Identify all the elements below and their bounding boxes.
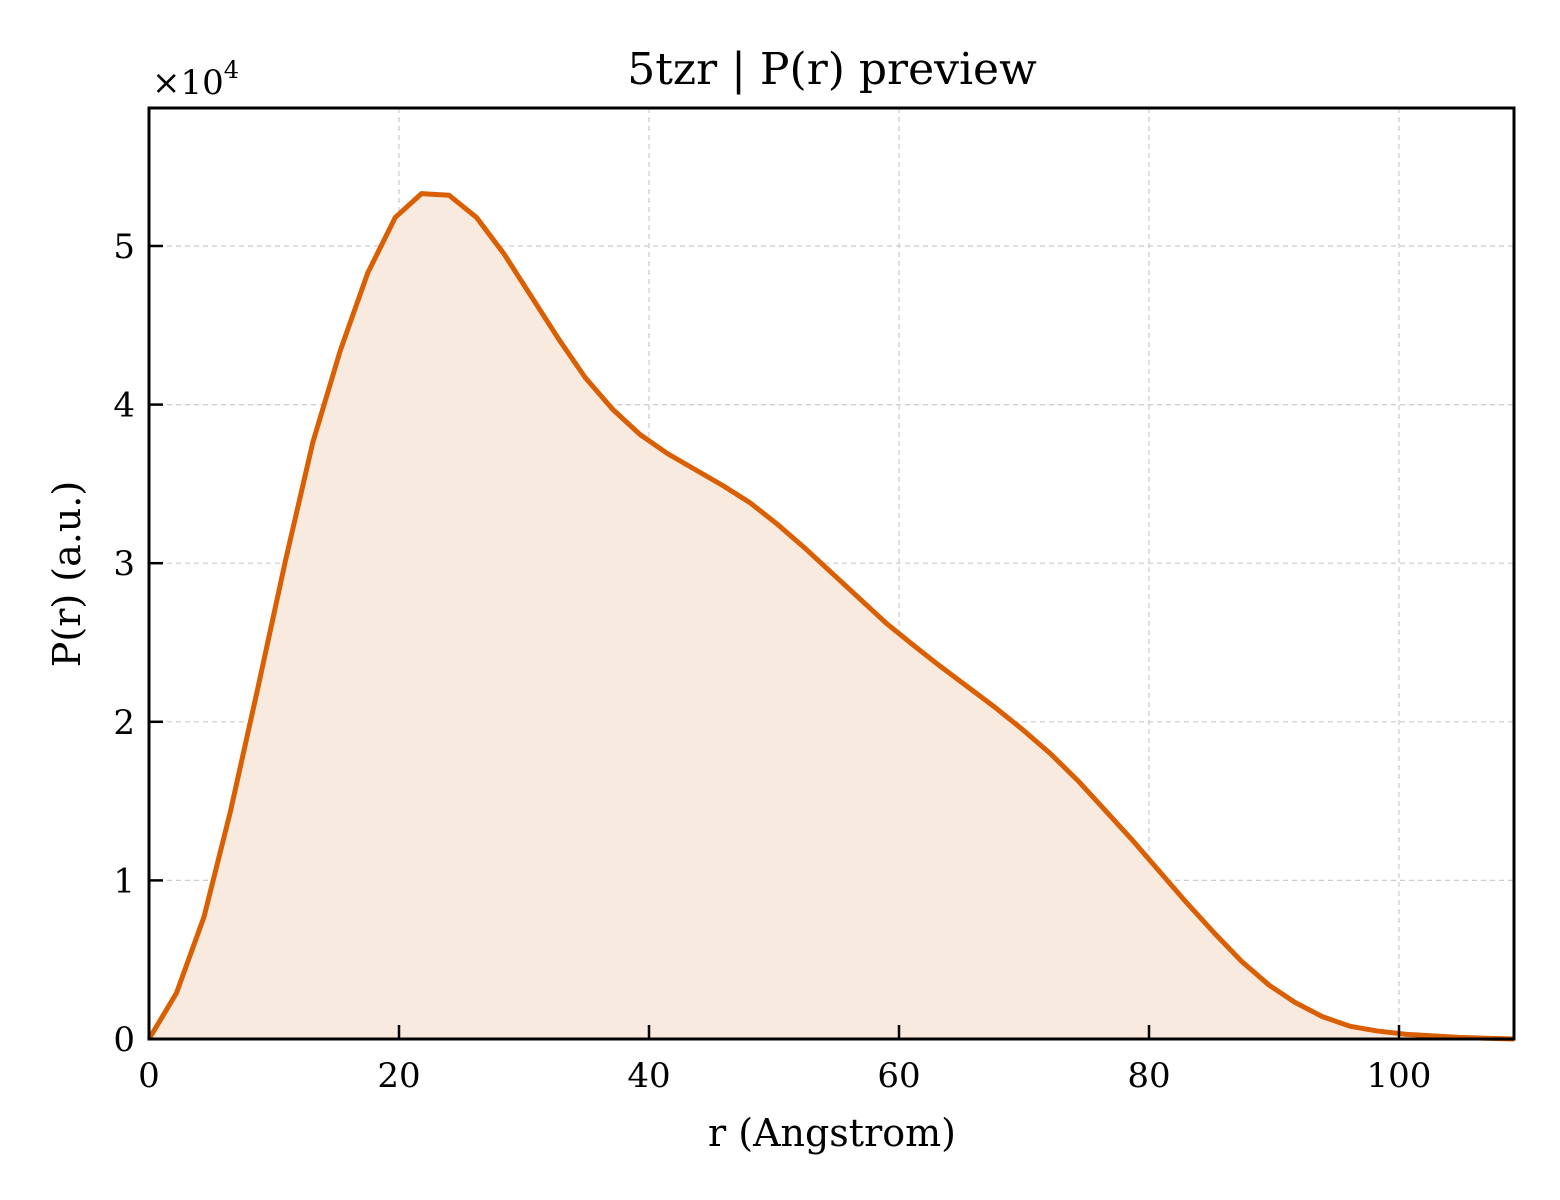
- y-tick-label: 3: [113, 544, 135, 584]
- x-tick-label: 20: [377, 1056, 420, 1096]
- x-axis-label: r (Angstrom): [708, 1111, 956, 1155]
- tick-labels-layer: 0 20 40 60 80 100 0 1 2 3 4 5: [113, 227, 1431, 1096]
- x-tick-label: 40: [627, 1056, 670, 1096]
- y-tick-label: 1: [113, 861, 135, 901]
- y-offset-base: ×10: [152, 63, 224, 103]
- y-axis-label: P(r) (a.u.): [45, 481, 89, 667]
- x-tick-label: 60: [877, 1056, 920, 1096]
- plot-frame: [147, 106, 1516, 1041]
- x-tick-label: 80: [1127, 1056, 1170, 1096]
- y-tick-label: 4: [113, 386, 135, 426]
- chart-title: 5tzr | P(r) preview: [627, 44, 1037, 95]
- pr-series-line: [146, 191, 1515, 1042]
- y-tick-label: 5: [113, 227, 135, 267]
- x-tick-label: 0: [138, 1056, 160, 1096]
- pr-area-fill: [149, 193, 1514, 1039]
- y-offset-label: ×104: [152, 56, 239, 103]
- x-tick-label: 100: [1367, 1056, 1432, 1096]
- y-offset-exponent: 4: [224, 56, 239, 84]
- ticks-layer: [147, 244, 1401, 1041]
- y-tick-label: 0: [113, 1020, 135, 1060]
- y-tick-label: 2: [113, 703, 135, 743]
